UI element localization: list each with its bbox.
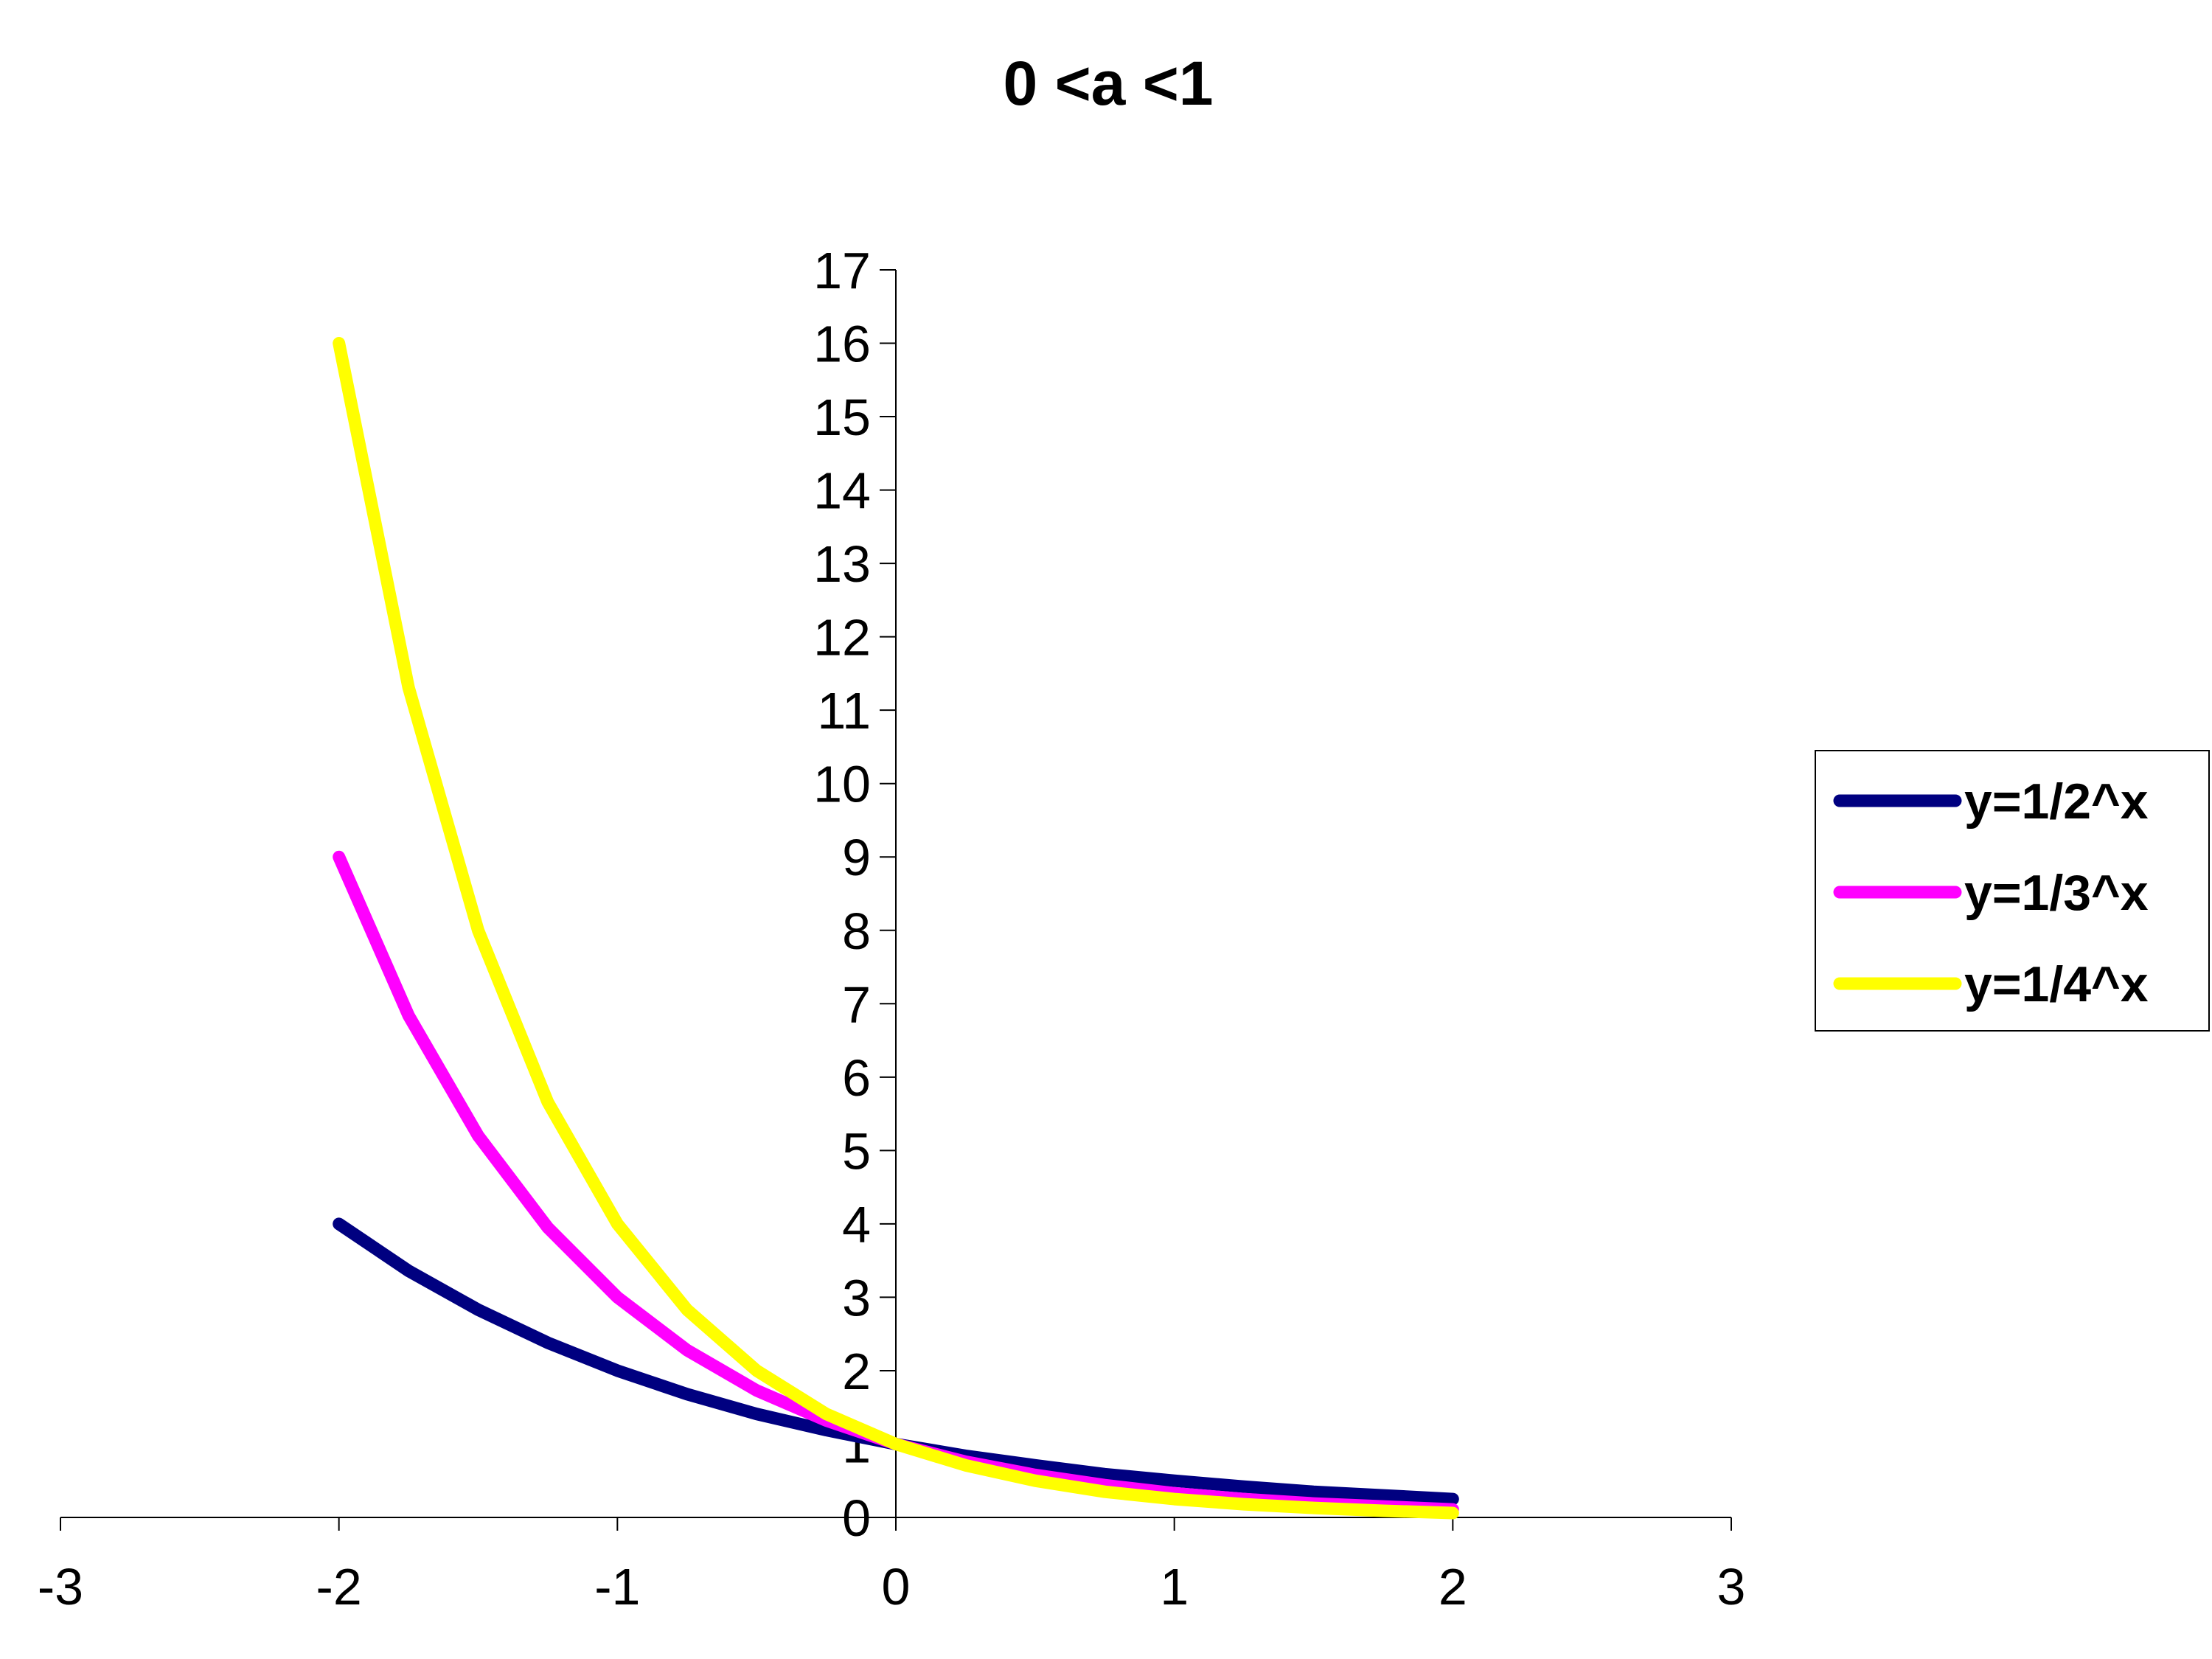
- y-tick-label: 17: [813, 242, 871, 299]
- y-tick-label: 6: [842, 1049, 871, 1107]
- y-tick-label: 8: [842, 902, 871, 960]
- legend-label: y=1/2^x: [1964, 773, 2149, 830]
- x-tick-label: 2: [1439, 1558, 1467, 1615]
- y-tick-label: 10: [813, 756, 871, 813]
- legend: y=1/2^x y=1/3^x y=1/4^x: [1815, 750, 2210, 1032]
- chart-title: 0 <a <1: [1004, 49, 1214, 118]
- y-tick-label: 7: [842, 975, 871, 1033]
- y-tick-label: 2: [842, 1343, 871, 1400]
- y-tick-label: 9: [842, 829, 871, 886]
- y-tick-label: 15: [813, 389, 871, 446]
- x-tick-label: 0: [882, 1558, 911, 1615]
- y-tick-label: 0: [842, 1489, 871, 1547]
- x-tick-label: -1: [594, 1558, 640, 1615]
- plot-area: [333, 337, 1459, 1520]
- x-tick-label: 3: [1717, 1558, 1746, 1615]
- series-line-3: [333, 337, 1459, 1520]
- y-tick-label: 3: [842, 1269, 871, 1326]
- y-tick-label: 14: [813, 462, 871, 520]
- x-tick-label: 1: [1160, 1558, 1189, 1615]
- y-tick-label: 4: [842, 1196, 871, 1253]
- x-tick-label: -2: [316, 1558, 362, 1615]
- y-tick-label: 5: [842, 1122, 871, 1180]
- y-tick-label: 13: [813, 535, 871, 593]
- legend-label: y=1/4^x: [1964, 956, 2149, 1012]
- legend-label: y=1/3^x: [1964, 865, 2149, 921]
- x-tick-label: -3: [38, 1558, 83, 1615]
- y-tick-label: 16: [813, 316, 871, 373]
- y-tick-label: 11: [817, 682, 871, 740]
- y-tick-label: 12: [813, 609, 871, 667]
